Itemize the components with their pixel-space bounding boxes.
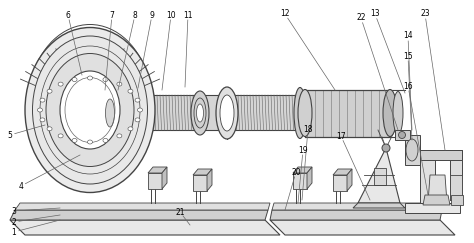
Polygon shape <box>207 169 212 191</box>
Polygon shape <box>451 195 463 205</box>
Text: 22: 22 <box>356 14 366 23</box>
Ellipse shape <box>294 87 306 139</box>
Ellipse shape <box>58 82 63 86</box>
Text: 21: 21 <box>175 208 185 217</box>
Ellipse shape <box>40 98 45 102</box>
Polygon shape <box>423 195 450 205</box>
Ellipse shape <box>135 98 140 102</box>
Polygon shape <box>272 203 443 210</box>
Polygon shape <box>450 150 462 200</box>
Text: 16: 16 <box>403 81 413 90</box>
Ellipse shape <box>137 108 143 112</box>
Text: 3: 3 <box>11 207 17 216</box>
Text: 2: 2 <box>12 217 17 226</box>
Text: 5: 5 <box>8 130 12 139</box>
Ellipse shape <box>46 53 134 166</box>
Ellipse shape <box>194 98 206 128</box>
Polygon shape <box>193 169 212 175</box>
Polygon shape <box>148 167 167 173</box>
Ellipse shape <box>58 134 63 138</box>
Text: 14: 14 <box>403 32 413 41</box>
Polygon shape <box>270 210 442 220</box>
Polygon shape <box>193 175 207 191</box>
Text: 4: 4 <box>18 182 23 191</box>
Ellipse shape <box>103 139 108 142</box>
Polygon shape <box>10 220 280 235</box>
Ellipse shape <box>47 89 52 93</box>
Text: 17: 17 <box>336 131 346 140</box>
Ellipse shape <box>33 36 147 184</box>
Text: 23: 23 <box>420 9 430 18</box>
Text: 13: 13 <box>370 9 380 18</box>
Polygon shape <box>347 169 352 191</box>
Polygon shape <box>450 175 462 200</box>
Ellipse shape <box>88 76 92 80</box>
Polygon shape <box>405 203 460 213</box>
Polygon shape <box>405 135 420 165</box>
Ellipse shape <box>37 108 43 112</box>
Ellipse shape <box>128 89 133 93</box>
Ellipse shape <box>399 131 405 139</box>
Ellipse shape <box>135 118 140 122</box>
Polygon shape <box>333 169 352 175</box>
Ellipse shape <box>40 118 45 122</box>
Ellipse shape <box>103 78 108 82</box>
Ellipse shape <box>197 104 203 122</box>
Ellipse shape <box>25 27 155 192</box>
Ellipse shape <box>406 139 418 161</box>
Polygon shape <box>395 130 410 140</box>
Polygon shape <box>307 167 312 189</box>
Ellipse shape <box>220 95 234 131</box>
Polygon shape <box>333 175 347 191</box>
Text: 11: 11 <box>183 10 193 19</box>
Polygon shape <box>420 150 462 160</box>
Polygon shape <box>88 95 360 130</box>
Ellipse shape <box>128 127 133 131</box>
Polygon shape <box>162 167 167 189</box>
Polygon shape <box>428 175 447 203</box>
Ellipse shape <box>191 91 209 135</box>
Polygon shape <box>353 203 405 208</box>
Polygon shape <box>305 90 390 137</box>
Text: 1: 1 <box>12 227 17 236</box>
Ellipse shape <box>216 87 238 139</box>
Ellipse shape <box>60 71 120 149</box>
Text: 19: 19 <box>298 146 308 155</box>
Ellipse shape <box>393 92 403 134</box>
Polygon shape <box>374 168 386 185</box>
Polygon shape <box>148 173 162 189</box>
Text: 18: 18 <box>303 124 313 133</box>
Ellipse shape <box>106 99 115 127</box>
Ellipse shape <box>72 139 77 142</box>
Text: 10: 10 <box>166 10 176 19</box>
Text: 8: 8 <box>133 10 137 19</box>
Ellipse shape <box>117 134 122 138</box>
Ellipse shape <box>103 93 117 133</box>
Polygon shape <box>10 210 268 220</box>
Text: 6: 6 <box>65 10 71 19</box>
Polygon shape <box>420 150 435 203</box>
Polygon shape <box>270 220 455 235</box>
Text: 7: 7 <box>109 10 114 19</box>
Polygon shape <box>293 173 307 189</box>
Ellipse shape <box>298 89 312 137</box>
Ellipse shape <box>382 144 390 152</box>
Text: 12: 12 <box>280 9 290 18</box>
Ellipse shape <box>72 78 77 82</box>
Text: 20: 20 <box>291 167 301 176</box>
Text: 9: 9 <box>150 10 155 19</box>
Text: 15: 15 <box>403 52 413 61</box>
Ellipse shape <box>383 89 397 137</box>
Ellipse shape <box>88 140 92 144</box>
Ellipse shape <box>47 127 52 131</box>
Polygon shape <box>15 203 270 210</box>
Polygon shape <box>293 167 312 173</box>
Ellipse shape <box>117 82 122 86</box>
Polygon shape <box>358 148 400 203</box>
